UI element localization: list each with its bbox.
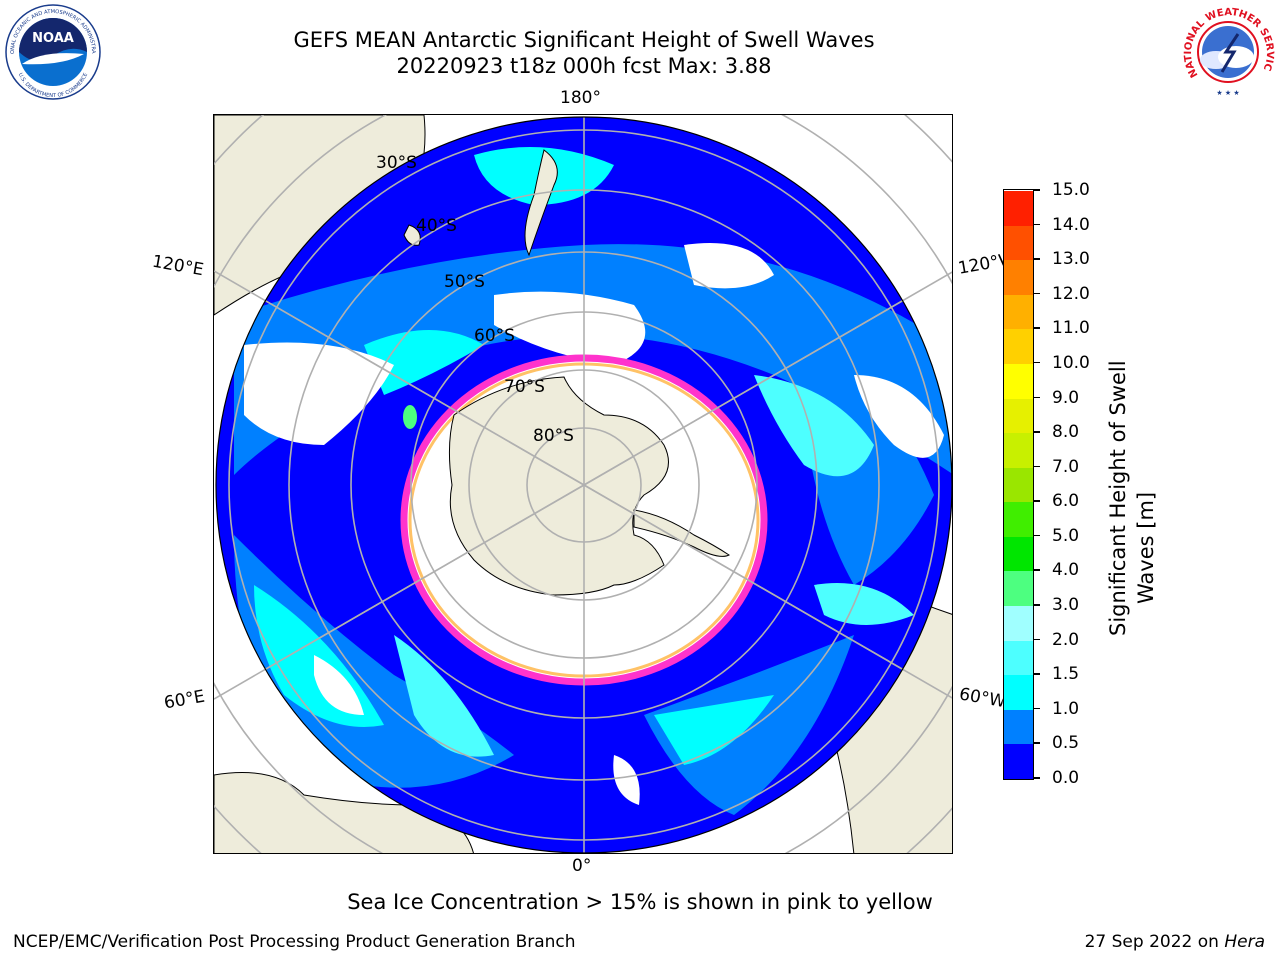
sea-ice-note: Sea Ice Concentration > 15% is shown in …	[347, 890, 933, 914]
colorbar-segment	[1004, 570, 1033, 607]
colorbar	[1003, 189, 1034, 780]
lat-label-60s: 60°S	[474, 326, 515, 346]
colorbar-tick-label: 12.0	[1052, 283, 1090, 304]
lon-label-120w: 120°W	[956, 251, 1006, 279]
lat-label-40s: 40°S	[416, 216, 457, 236]
colorbar-segment	[1004, 640, 1033, 676]
land-tasmania	[403, 224, 421, 246]
land-antarctic-peninsula	[633, 509, 730, 557]
colorbar-tick-label: 4.0	[1052, 560, 1080, 581]
lat-label-70s: 70°S	[504, 377, 545, 397]
footer-date: 27 Sep 2022 on Hera	[1085, 932, 1265, 952]
colorbar-tick-label: 13.0	[1052, 249, 1090, 270]
colorbar-tick	[1034, 500, 1040, 502]
colorbar-tick	[1034, 292, 1040, 295]
colorbar-tick	[1034, 361, 1040, 364]
colorbar-tick-label: 8.0	[1052, 422, 1080, 443]
lon-label-60w: 60°W	[957, 684, 1005, 712]
colorbar-tick-label: 3.0	[1052, 595, 1080, 616]
colorbar-label-line1: Significant Height of Swell	[1106, 360, 1130, 636]
footer-credit: NCEP/EMC/Verification Post Processing Pr…	[13, 932, 576, 952]
noaa-logo-text: NOAA	[32, 31, 74, 46]
colorbar-tick-label: 5.0	[1052, 525, 1080, 546]
colorbar-tick	[1034, 465, 1040, 468]
colorbar-segment	[1004, 225, 1033, 261]
colorbar-tick-label: 2.0	[1052, 629, 1080, 650]
land-new-zealand	[524, 149, 558, 257]
colorbar-tick-label: 0.5	[1052, 733, 1080, 754]
colorbar-tick	[1034, 742, 1040, 744]
colorbar-tick	[1034, 396, 1040, 399]
colorbar-tick-label: 6.0	[1052, 491, 1080, 512]
land-antarctica	[448, 376, 669, 596]
lat-label-30s: 30°S	[376, 153, 417, 173]
colorbar-tick	[1034, 258, 1040, 260]
colorbar-tick	[1034, 327, 1040, 329]
colorbar-segment	[1004, 294, 1033, 330]
colorbar-segment	[1004, 259, 1033, 295]
colorbar-segment	[1004, 363, 1033, 399]
colorbar-segment	[1004, 467, 1033, 503]
lon-label-120e: 120°E	[150, 251, 206, 281]
colorbar-tick	[1034, 673, 1040, 675]
noaa-logo-icon: NATIONAL OCEANIC AND ATMOSPHERIC ADMINIS…	[2, 4, 101, 100]
svg-text:★ ★ ★: ★ ★ ★	[1216, 89, 1239, 97]
colorbar-tick-label: 11.0	[1052, 318, 1090, 339]
colorbar-tick	[1034, 431, 1040, 433]
colorbar-segment	[1004, 536, 1033, 572]
lon-label-0: 0°	[572, 856, 592, 876]
footer-machine: Hera	[1224, 932, 1265, 952]
colorbar-tick-label: 0.0	[1052, 768, 1080, 788]
lat-label-50s: 50°S	[444, 272, 485, 292]
chart-title: GEFS MEAN Antarctic Significant Height o…	[293, 28, 875, 52]
polar-map: 30°S 40°S 50°S 60°S 70°S 80°S	[213, 114, 953, 854]
colorbar-tick	[1034, 189, 1040, 191]
colorbar-segment	[1004, 398, 1033, 434]
colorbar-segment	[1004, 328, 1033, 364]
chart-subtitle: 20220923 t18z 000h fcst Max: 3.88	[396, 54, 772, 78]
lat-label-80s: 80°S	[533, 426, 574, 446]
colorbar-tick-label: 14.0	[1052, 214, 1090, 235]
nws-logo-icon: NATIONAL WEATHER SERVICE ★ ★ ★	[1176, 2, 1275, 99]
lon-label-60e: 60°E	[162, 686, 207, 714]
colorbar-tick	[1034, 604, 1040, 606]
colorbar-tick	[1034, 707, 1040, 710]
colorbar-tick	[1034, 638, 1040, 641]
colorbar-segment	[1004, 709, 1033, 745]
colorbar-segment	[1004, 743, 1033, 779]
colorbar-tick-label: 7.0	[1052, 456, 1080, 477]
colorbar-segment	[1004, 605, 1033, 641]
colorbar-segment	[1004, 190, 1033, 226]
colorbar-tick-label: 1.5	[1052, 664, 1080, 685]
colorbar-label-line2: Waves [m]	[1134, 492, 1158, 604]
lon-label-180: 180°	[560, 88, 601, 108]
colorbar-segment	[1004, 674, 1033, 710]
colorbar-tick	[1034, 777, 1040, 779]
colorbar-tick	[1034, 569, 1040, 571]
colorbar-segment	[1004, 432, 1033, 468]
map-canvas: 30°S 40°S 50°S 60°S 70°S 80°S	[214, 115, 952, 853]
colorbar-tick-label: 15.0	[1052, 180, 1090, 200]
colorbar-tick	[1034, 223, 1040, 226]
colorbar-tick-label: 1.0	[1052, 698, 1080, 719]
colorbar-tick	[1034, 534, 1040, 537]
footer-date-text: 27 Sep 2022 on	[1084, 932, 1225, 952]
colorbar-tick-label: 10.0	[1052, 352, 1090, 373]
colorbar-segment	[1004, 501, 1033, 537]
colorbar-tick-label: 9.0	[1052, 387, 1080, 408]
colorbar-label: Significant Height of Swell Waves [m]	[1105, 334, 1158, 636]
